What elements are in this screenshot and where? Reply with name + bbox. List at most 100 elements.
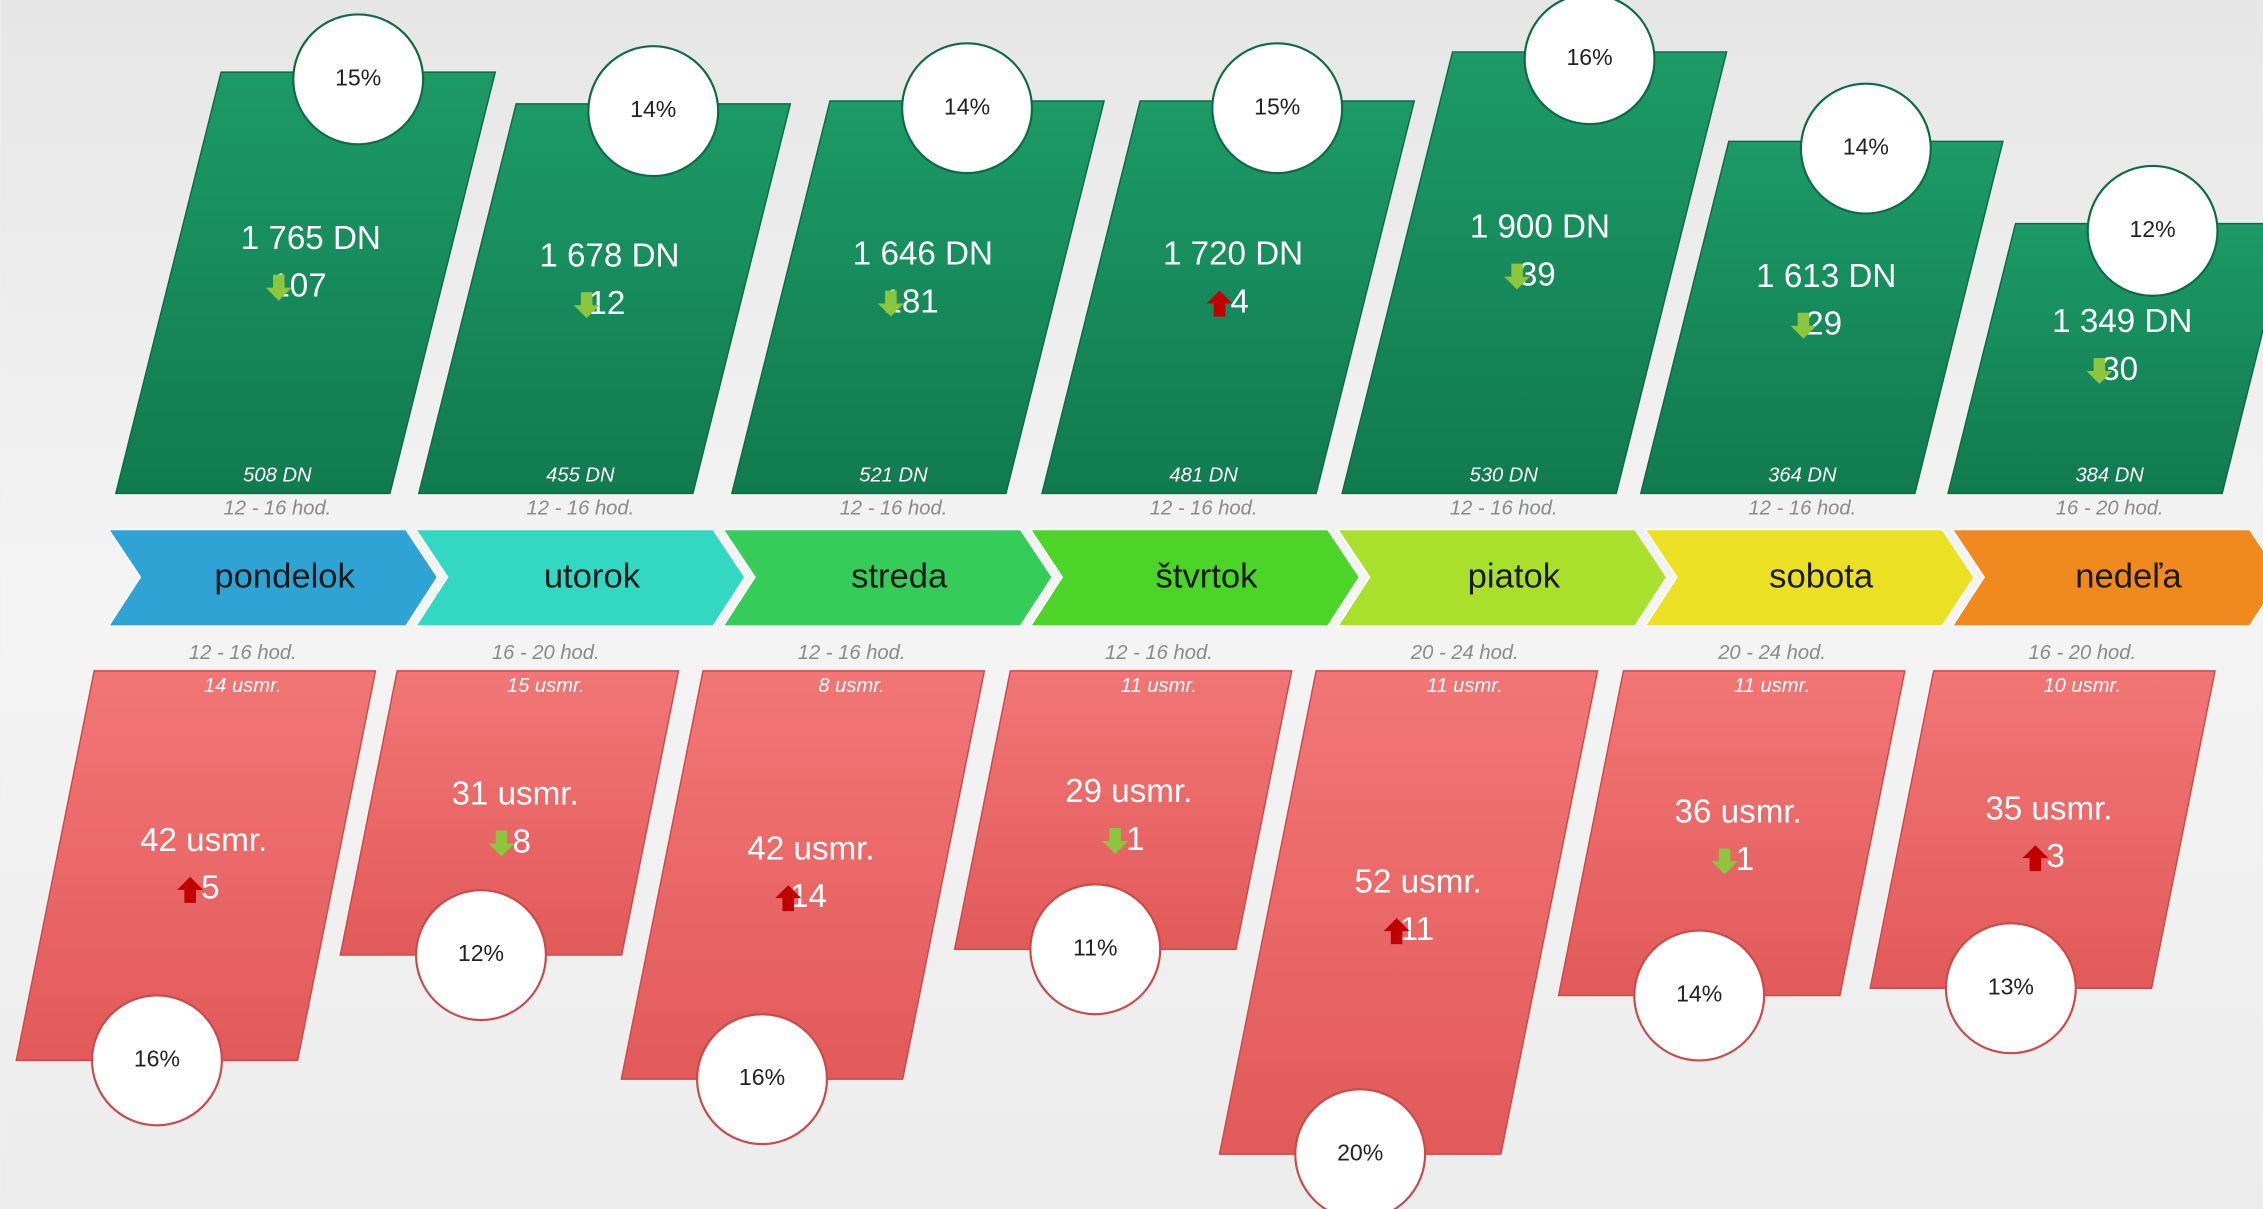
day-name: štvrtok (1156, 558, 1259, 596)
share-circle (1944, 922, 2077, 1055)
share-circle (587, 45, 720, 178)
accidents-shape (1041, 100, 1416, 495)
accidents-count: 1 900 DN (1470, 209, 1610, 246)
change-value: 5 (201, 870, 219, 907)
fatalities-share: 14% (1676, 981, 1722, 1007)
accidents-peak-time: 12 - 16 hod. (1150, 498, 1258, 520)
fatalities-count: 36 usmr. (1675, 793, 1802, 830)
accidents-peak-count: 521 DN (859, 464, 928, 486)
accidents-shape (417, 103, 792, 495)
share-circle (90, 994, 223, 1127)
accidents-count: 1 720 DN (1163, 236, 1303, 273)
day-chevron (1336, 528, 1668, 627)
change-value: 4 (1230, 283, 1248, 320)
accidents-count: 1 765 DN (241, 220, 381, 257)
trend-arrow (1504, 263, 1531, 290)
share-circle (1211, 42, 1344, 175)
share-circle (1799, 82, 1932, 215)
accidents-count: 1 613 DN (1756, 258, 1896, 295)
share-circle (1523, 0, 1656, 126)
day-chevron (1951, 528, 2263, 627)
trend-arrow (1711, 848, 1738, 875)
accidents-shape (114, 71, 497, 495)
fatalities-shape (339, 670, 680, 956)
fatalities-peak-count: 11 usmr. (1121, 675, 1197, 697)
fatalities-share: 12% (458, 940, 504, 966)
accidents-peak-time: 12 - 16 hod. (527, 498, 635, 520)
fatalities-peak-count: 15 usmr. (507, 675, 585, 697)
fatalities-peak-time: 20 - 24 hod. (1410, 642, 1519, 664)
fatalities-shape (953, 670, 1293, 951)
accidents-peak-count: 384 DN (2075, 464, 2144, 486)
trend-arrow (488, 830, 515, 857)
share-circle (1294, 1088, 1427, 1209)
day-chevron (1643, 528, 1975, 627)
accidents-count: 1 646 DN (853, 236, 993, 273)
share-circle (2086, 164, 2219, 297)
fatalities-count: 52 usmr. (1355, 863, 1482, 900)
fatalities-count: 31 usmr. (451, 776, 578, 813)
accidents-peak-count: 508 DN (243, 464, 312, 486)
accidents-share: 14% (1843, 134, 1889, 160)
fatalities-peak-time: 12 - 16 hod. (189, 642, 297, 664)
fatalities-count: 29 usmr. (1065, 773, 1192, 810)
accidents-peak-count: 364 DN (1768, 464, 1837, 486)
accidents-shape (730, 100, 1106, 495)
fatalities-peak-count: 11 usmr. (1734, 675, 1810, 697)
share-circle (901, 42, 1034, 175)
trend-arrow (877, 290, 904, 317)
accidents-shape (1341, 51, 1728, 495)
fatalities-count: 42 usmr. (140, 822, 267, 859)
fatalities-shape (1869, 670, 2216, 989)
fatalities-peak-count: 14 usmr. (204, 675, 282, 697)
accidents-peak-time: 12 - 16 hod. (840, 498, 948, 520)
accidents-peak-time: 12 - 16 hod. (224, 498, 332, 520)
change-value: 39 (1519, 256, 1556, 293)
accidents-peak-time: 12 - 16 hod. (1748, 498, 1856, 520)
fatalities-share: 13% (1988, 973, 2034, 999)
change-value: 8 (513, 823, 531, 860)
share-circle (696, 1013, 829, 1146)
fatalities-shape (620, 670, 986, 1080)
fatalities-share: 11% (1073, 934, 1117, 960)
accidents-share: 14% (630, 96, 676, 122)
day-chevron (107, 528, 439, 627)
fatalities-peak-time: 20 - 24 hod. (1717, 642, 1826, 664)
day-name: pondelok (214, 558, 355, 596)
trend-arrow (1790, 312, 1817, 339)
day-chevron (414, 528, 746, 627)
fatalities-peak-time: 12 - 16 hod. (1105, 642, 1213, 664)
accidents-peak-count: 455 DN (546, 464, 615, 486)
fatalities-shape (1218, 670, 1599, 1155)
day-name: streda (851, 558, 948, 596)
day-name: piatok (1468, 558, 1561, 596)
change-value: 1 (1736, 841, 1754, 878)
accidents-peak-count: 481 DN (1169, 464, 1238, 486)
fatalities-shape (1557, 670, 1906, 997)
share-circle (414, 889, 547, 1022)
trend-arrow (573, 292, 600, 319)
day-name: utorok (544, 558, 641, 596)
change-value: 30 (2101, 351, 2138, 388)
day-chevron (721, 528, 1054, 627)
trend-arrow (2086, 358, 2113, 384)
fatalities-count: 35 usmr. (1985, 790, 2112, 827)
accidents-share: 15% (1254, 93, 1300, 119)
change-value: 3 (2046, 838, 2064, 875)
accidents-share: 12% (2129, 216, 2175, 242)
accidents-count: 1 678 DN (539, 237, 679, 274)
share-circle (1029, 883, 1162, 1016)
trend-arrow (177, 876, 204, 903)
accidents-shape (1639, 140, 2004, 495)
accidents-peak-time: 16 - 20 hod. (2056, 498, 2164, 520)
change-value: 12 (588, 285, 625, 322)
fatalities-share: 20% (1337, 1139, 1383, 1165)
accidents-shape (1947, 222, 2263, 495)
trend-arrow (775, 885, 802, 912)
fatalities-share: 16% (134, 1045, 180, 1071)
accidents-share: 14% (944, 93, 990, 119)
fatalities-peak-time: 16 - 20 hod. (2028, 642, 2136, 664)
accidents-share: 16% (1566, 44, 1612, 70)
accidents-share: 15% (335, 64, 381, 90)
